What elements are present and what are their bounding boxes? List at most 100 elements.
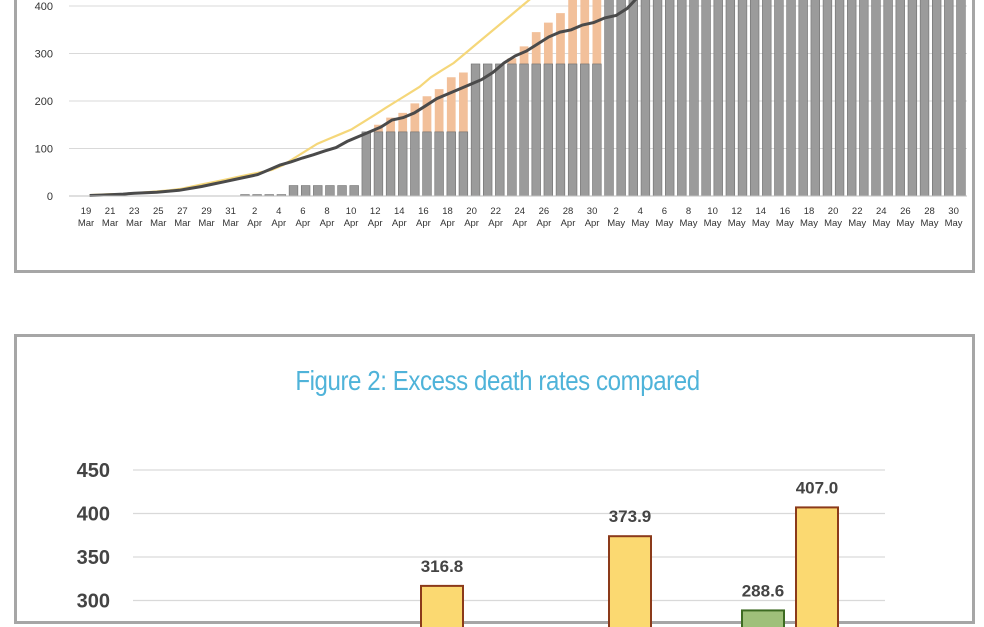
x-tick-label-month: May	[921, 218, 939, 229]
x-tick-label-month: May	[704, 218, 722, 229]
x-tick-label-month: May	[728, 218, 746, 229]
x-tick-label-month: Apr	[271, 218, 286, 229]
bar-gray	[956, 0, 966, 197]
x-tick-label-day: 30	[587, 206, 598, 217]
bar-gray	[737, 0, 748, 197]
y-tick-label: 400	[77, 504, 110, 526]
bar-gray	[895, 0, 905, 197]
bar-gray	[349, 185, 359, 197]
bar-gray	[531, 63, 541, 197]
x-tick-label-day: 6	[662, 206, 667, 217]
x-tick-label-day: 20	[828, 206, 839, 217]
data-label: 316.8	[421, 557, 464, 576]
x-tick-label-month: Mar	[174, 218, 190, 229]
x-tick-label-month: May	[631, 218, 649, 229]
x-tick-label-day: 18	[804, 206, 815, 217]
y-tick-label: 300	[35, 49, 53, 61]
x-tick-label-day: 18	[442, 206, 453, 217]
x-tick-label-day: 8	[686, 206, 691, 217]
x-tick-label-month: Apr	[440, 218, 455, 229]
bar-gray	[689, 0, 699, 197]
chart-1: 010020030040019Mar21Mar23Mar25Mar27Mar29…	[35, 0, 967, 229]
x-tick-label-month: Apr	[416, 218, 431, 229]
x-tick-label-day: 23	[129, 206, 140, 217]
bar-gray	[446, 131, 456, 197]
bar-gray	[580, 63, 590, 197]
bar-gray	[361, 131, 371, 197]
bar-gray	[628, 0, 638, 197]
bar-gray	[725, 0, 736, 197]
bar-gray	[847, 0, 857, 197]
x-tick-label-month: May	[848, 218, 866, 229]
bar-gray	[495, 63, 505, 197]
bar-gray	[907, 0, 918, 197]
bar	[420, 584, 464, 627]
y-tick-label: 350	[77, 547, 110, 569]
x-tick-label-month: Apr	[247, 218, 262, 229]
x-tick-label-month: Mar	[78, 218, 94, 229]
x-tick-label-day: 20	[466, 206, 477, 217]
bar-gray	[288, 185, 299, 197]
bar-gray	[786, 0, 796, 197]
bar	[795, 506, 839, 627]
x-tick-label-day: 4	[276, 206, 281, 217]
x-tick-label-day: 10	[346, 206, 357, 217]
x-tick-label-month: Mar	[126, 218, 142, 229]
x-tick-label-month: May	[776, 218, 794, 229]
x-tick-label-day: 28	[563, 206, 574, 217]
x-tick-label-month: May	[800, 218, 818, 229]
x-tick-label-month: Mar	[222, 218, 238, 229]
bar-gray	[567, 63, 578, 197]
data-label: 373.9	[609, 507, 652, 526]
chart-panel-1: 0 100 200 300 400 19 Mar 21 Mar 23 Mar 25 Mar 27 Mar 29…	[14, 0, 975, 273]
x-tick-label-month: Apr	[585, 218, 600, 229]
bar-gray	[325, 185, 335, 197]
x-tick-label-month: Mar	[102, 218, 118, 229]
x-tick-label-day: 2	[614, 206, 619, 217]
x-tick-label-day: 19	[81, 206, 92, 217]
bar-gray	[616, 0, 626, 197]
x-tick-label-month: Apr	[561, 218, 576, 229]
bar-gray	[774, 0, 784, 197]
x-tick-label-day: 26	[539, 206, 550, 217]
bar-gray	[434, 131, 444, 197]
x-tick-label-month: Mar	[150, 218, 166, 229]
bar-gray	[398, 131, 408, 197]
bar-gray	[458, 131, 469, 197]
bar-gray	[640, 0, 651, 197]
x-tick-label-day: 4	[638, 206, 643, 217]
x-tick-label-month: Apr	[537, 218, 552, 229]
bar-gray	[762, 0, 772, 197]
bar-gray	[677, 0, 687, 197]
bar	[608, 535, 652, 627]
x-tick-label-month: Mar	[198, 218, 214, 229]
bar-gray	[300, 185, 311, 197]
bar-gray	[859, 0, 869, 197]
x-tick-label-month: Apr	[344, 218, 359, 229]
chart-title: Figure 2: Excess death rates compared	[295, 365, 700, 396]
x-tick-label-month: Apr	[368, 218, 383, 229]
bar-gray	[592, 63, 602, 197]
x-tick-label-day: 14	[394, 206, 405, 217]
bar-gray	[313, 185, 323, 197]
y-tick-label: 100	[35, 144, 53, 156]
x-tick-label-day: 12	[370, 206, 381, 217]
x-tick-label-day: 24	[876, 206, 887, 217]
x-tick-label-day: 31	[225, 206, 236, 217]
bar-gray	[555, 63, 566, 197]
x-tick-label-day: 28	[924, 206, 935, 217]
bar-gray	[373, 131, 384, 197]
x-tick-label-day: 22	[490, 206, 501, 217]
bar-gray	[507, 63, 517, 197]
x-tick-label-day: 6	[300, 206, 305, 217]
chart-panel-2: Figure 2: Excess death rates compared 45…	[14, 334, 975, 627]
x-tick-label-day: 21	[105, 206, 116, 217]
x-tick-label-month: May	[945, 218, 963, 229]
bar-gray	[822, 0, 833, 197]
x-tick-label-month: May	[872, 218, 890, 229]
chart-2: 450 400 350 300 316.8 373.9 288.6 407.0	[77, 460, 885, 627]
data-label: 288.6	[742, 581, 785, 600]
x-tick-label-day: 27	[177, 206, 188, 217]
y-tick-label: 200	[35, 96, 53, 108]
bar-gray	[834, 0, 845, 197]
